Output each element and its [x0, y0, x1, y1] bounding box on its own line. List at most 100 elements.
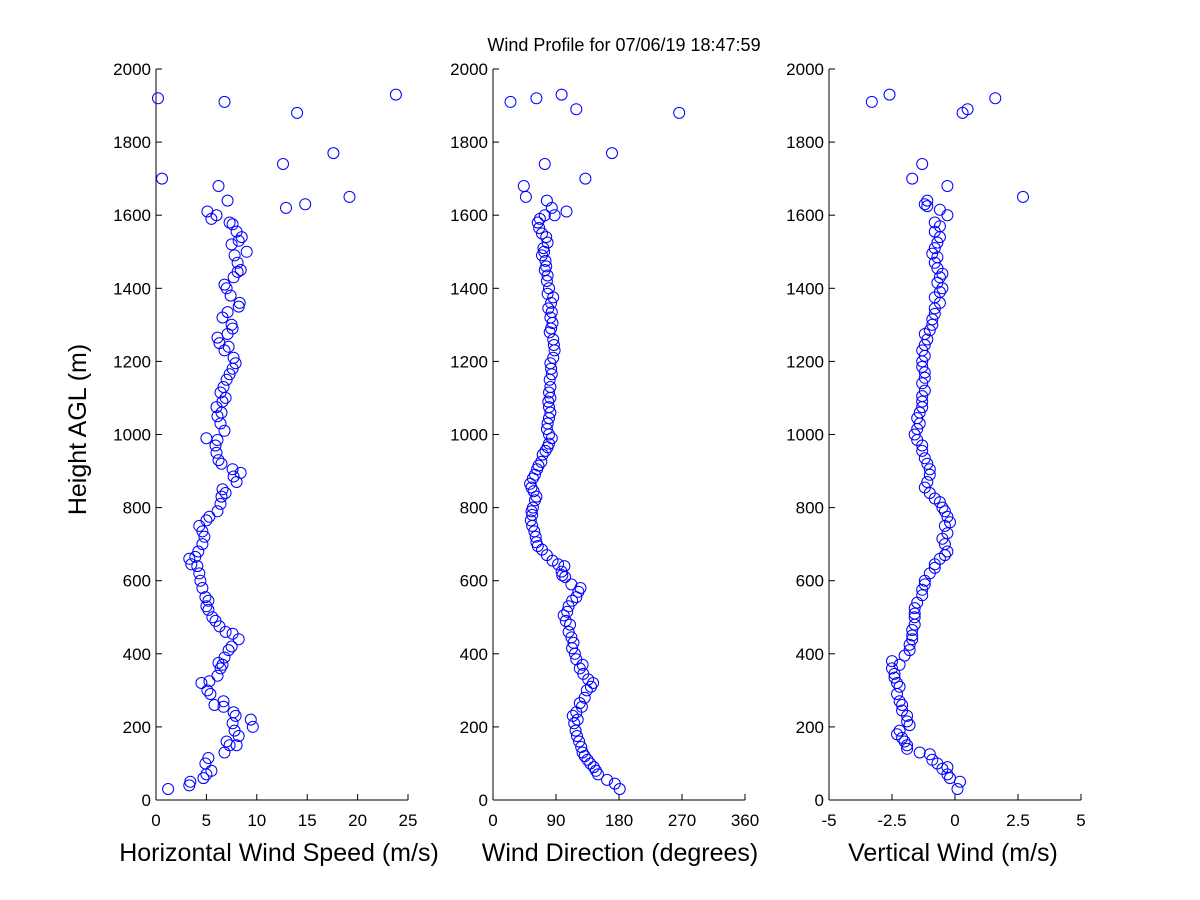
data-point — [954, 775, 966, 788]
data-point — [561, 605, 574, 618]
data-point — [541, 417, 554, 430]
x-tick-label: 0 — [488, 811, 497, 830]
data-point — [908, 428, 921, 441]
y-tick-label: 600 — [123, 572, 151, 591]
data-point — [913, 406, 926, 419]
y-tick-label: 1600 — [450, 206, 488, 225]
y-tick-label: 1000 — [113, 426, 151, 445]
data-point — [532, 459, 545, 472]
data-point — [575, 741, 588, 753]
data-point — [504, 95, 517, 108]
data-point — [229, 357, 242, 370]
data-point — [212, 180, 225, 192]
data-point — [587, 677, 600, 689]
data-point — [223, 368, 236, 381]
data-point — [277, 158, 289, 170]
data-point — [592, 768, 604, 781]
data-point — [918, 578, 931, 591]
data-point — [543, 437, 555, 450]
data-point — [220, 373, 233, 386]
data-point — [226, 717, 239, 730]
data-point — [240, 245, 253, 258]
data-point — [216, 483, 229, 496]
data-point — [576, 746, 589, 759]
data-point — [941, 545, 954, 558]
data-point — [941, 527, 954, 540]
y-tick-label: 800 — [460, 499, 488, 518]
data-point — [218, 651, 231, 664]
data-point — [533, 222, 546, 234]
data-point — [916, 395, 929, 408]
data-point — [212, 454, 225, 467]
data-point — [218, 278, 231, 291]
data-point — [906, 172, 919, 185]
data-point — [921, 476, 934, 488]
y-tick-label: 1800 — [113, 133, 151, 152]
data-point — [608, 777, 621, 790]
data-point — [543, 386, 555, 399]
data-point — [941, 510, 954, 523]
data-point — [606, 147, 618, 160]
data-point — [865, 95, 878, 108]
data-point — [570, 103, 583, 116]
data-point — [928, 242, 941, 255]
data-point — [916, 390, 929, 403]
data-point — [183, 552, 196, 565]
data-point — [571, 730, 583, 742]
data-point — [938, 505, 951, 518]
data-point — [933, 271, 946, 284]
y-tick-label: 800 — [796, 499, 824, 518]
data-point — [944, 516, 956, 529]
data-point — [185, 558, 198, 571]
data-point — [548, 209, 561, 222]
data-point — [211, 669, 224, 682]
data-point — [222, 644, 235, 657]
data-point — [923, 468, 936, 481]
data-point — [204, 688, 217, 700]
data-point — [201, 684, 214, 697]
data-point — [224, 289, 237, 302]
data-point — [526, 501, 539, 514]
data-point — [215, 457, 228, 470]
data-point — [200, 432, 213, 445]
data-point — [601, 773, 614, 786]
data-point — [908, 602, 921, 615]
data-point — [883, 88, 896, 101]
data-point — [558, 560, 571, 573]
data-point — [893, 695, 906, 708]
data-point — [228, 724, 241, 737]
data-point — [217, 700, 230, 713]
data-point — [921, 194, 934, 207]
data-point — [918, 384, 931, 397]
data-point — [921, 333, 934, 346]
data-point — [217, 695, 230, 708]
data-point — [951, 783, 964, 795]
data-point — [191, 560, 204, 573]
data-point — [903, 719, 916, 732]
data-point — [926, 753, 939, 766]
data-point — [928, 256, 941, 269]
data-point — [219, 487, 232, 499]
data-point — [918, 452, 931, 465]
data-point — [519, 190, 532, 203]
y-tick-label: 1400 — [786, 279, 824, 298]
data-point — [933, 286, 946, 298]
data-point — [536, 249, 548, 262]
data-point — [230, 739, 243, 752]
data-point — [227, 470, 240, 483]
data-point — [921, 200, 934, 213]
data-point — [528, 525, 541, 538]
x-tick-label: 90 — [547, 811, 566, 830]
data-point — [226, 627, 239, 640]
data-point — [162, 783, 175, 795]
data-point — [886, 662, 898, 675]
y-tick-label: 1200 — [786, 352, 824, 371]
data-point — [544, 357, 557, 370]
data-point — [921, 457, 934, 470]
y-tick-label: 2000 — [113, 60, 151, 79]
data-point — [202, 752, 215, 764]
x-tick-label: 5 — [1076, 811, 1085, 830]
x-tick-label: 15 — [298, 811, 317, 830]
data-point — [538, 209, 551, 222]
